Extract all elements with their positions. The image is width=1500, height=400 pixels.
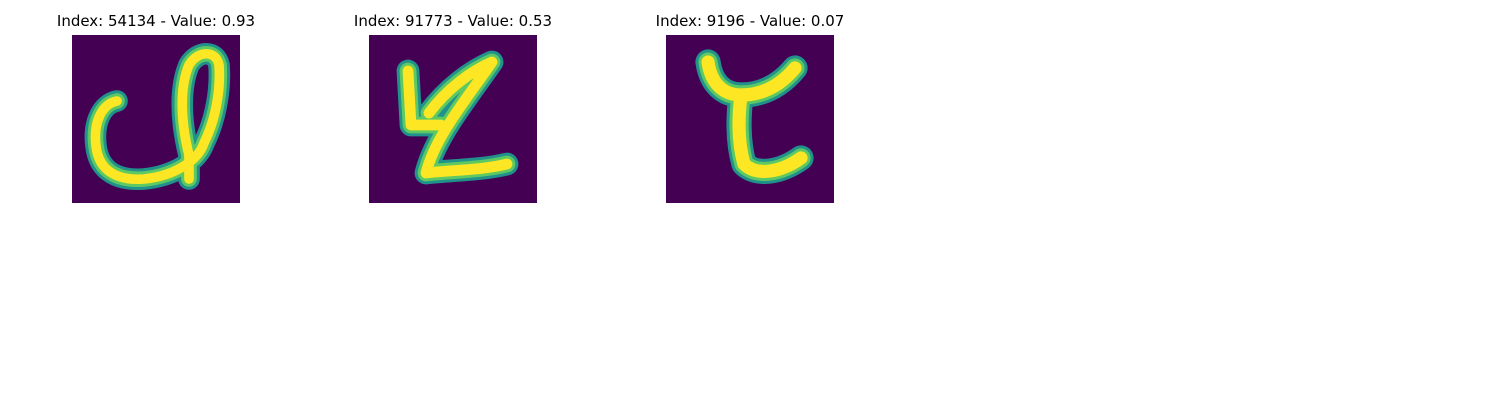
image-panel-1: Index: 54134 - Value: 0.93 (36, 0, 276, 210)
digit-image-loop (72, 35, 240, 203)
digit-image-z (369, 35, 537, 203)
image-panel-2: Index: 91773 - Value: 0.53 (333, 0, 573, 210)
panel-title: Index: 91773 - Value: 0.53 (353, 12, 553, 30)
digit-image-y (666, 35, 834, 203)
image-panel-3: Index: 9196 - Value: 0.07 (630, 0, 870, 210)
panel-title: Index: 54134 - Value: 0.93 (56, 12, 256, 30)
panel-title: Index: 9196 - Value: 0.07 (655, 12, 845, 30)
